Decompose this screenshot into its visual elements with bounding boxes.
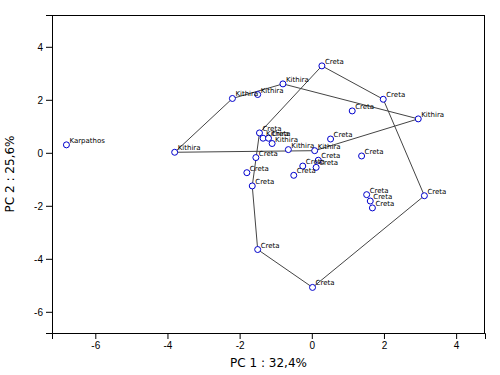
y-axis: -6 -4 -2 0 2 4 — [34, 16, 52, 334]
point-label: Creta — [261, 242, 280, 250]
y-tick-label: -4 — [34, 253, 43, 264]
point-label: Creta — [255, 178, 274, 186]
y-tick: 2 — [37, 95, 52, 106]
point-label: Creta — [325, 58, 344, 66]
point-label: Kithira — [261, 87, 284, 95]
point-label: Creta — [319, 159, 338, 167]
hull-outline — [175, 84, 419, 152]
hull-outline — [252, 66, 424, 288]
point-label: Kithira — [318, 143, 341, 151]
point-label: Creta — [355, 103, 374, 111]
x-tick-mark — [240, 333, 241, 339]
x-tick-mark — [95, 333, 96, 339]
x-tick-mark — [167, 333, 168, 339]
x-tick-label: -6 — [91, 340, 100, 351]
x-tick: 0 — [310, 333, 316, 351]
y-axis-title: PC 2 : 25,6% — [3, 136, 17, 213]
x-axis: -6 -4 -2 0 2 4 — [53, 333, 486, 351]
x-tick-mark — [312, 333, 313, 339]
point-label: Creta — [386, 91, 405, 99]
x-axis-line — [53, 334, 486, 340]
chart: -6 -4 -2 0 2 4 -6 -4 -2 0 2 4 PC 1 : 32,4% PC 2 : 25,… — [0, 0, 500, 375]
point-label: Kithira — [286, 76, 309, 84]
point-label: Creta — [316, 279, 335, 287]
x-tick-mark — [456, 333, 457, 339]
y-tick-label: 4 — [37, 42, 43, 53]
y-tick-mark — [46, 153, 52, 154]
point-label: Creta — [272, 130, 291, 138]
y-tick-label: 2 — [37, 95, 43, 106]
y-tick-mark — [46, 47, 52, 48]
y-tick-mark — [46, 100, 52, 101]
x-tick-label: 0 — [310, 340, 316, 351]
point-label: Creta — [297, 167, 316, 175]
x-tick-label: -4 — [164, 340, 173, 351]
x-tick: -4 — [164, 333, 173, 351]
point-labels: KarpathosKithiraKithiraKithiraKithiraKit… — [69, 58, 446, 288]
plot-area — [63, 63, 427, 291]
y-tick-label: -2 — [34, 201, 43, 212]
point-label: Creta — [321, 152, 340, 160]
y-axis-line — [46, 16, 53, 334]
plot-frame — [484, 15, 485, 333]
point-label: Creta — [259, 150, 278, 158]
x-tick-label: 2 — [382, 340, 388, 351]
point-label: Kithira — [291, 142, 314, 150]
x-tick: 4 — [454, 333, 460, 351]
y-tick: 4 — [37, 42, 52, 53]
x-tick-mark — [384, 333, 385, 339]
x-axis-title: PC 1 : 32,4% — [230, 356, 307, 370]
y-tick-mark — [46, 259, 52, 260]
x-tick-label: -2 — [236, 340, 245, 351]
point-label: Karpathos — [69, 137, 105, 145]
point-label: Kithira — [235, 90, 258, 98]
point-label: Creta — [427, 188, 446, 196]
x-tick: -2 — [236, 333, 245, 351]
x-tick-label: 4 — [454, 340, 460, 351]
y-tick: -4 — [34, 253, 52, 264]
y-tick: -2 — [34, 201, 52, 212]
point-label: Creta — [365, 148, 384, 156]
plot-frame — [52, 15, 485, 16]
point-label: Kithira — [421, 111, 444, 119]
point-label: Creta — [334, 131, 353, 139]
y-tick: -6 — [34, 307, 52, 318]
y-tick-mark — [46, 312, 52, 313]
x-tick: -6 — [91, 333, 100, 351]
y-tick: 0 — [37, 148, 52, 159]
y-tick-label: 0 — [37, 148, 43, 159]
point-label: Kithira — [178, 144, 201, 152]
point-label: Creta — [250, 165, 269, 173]
x-tick: 2 — [382, 333, 388, 351]
y-tick-label: -6 — [34, 307, 43, 318]
point-label: Creta — [375, 200, 394, 208]
y-tick-mark — [46, 206, 52, 207]
